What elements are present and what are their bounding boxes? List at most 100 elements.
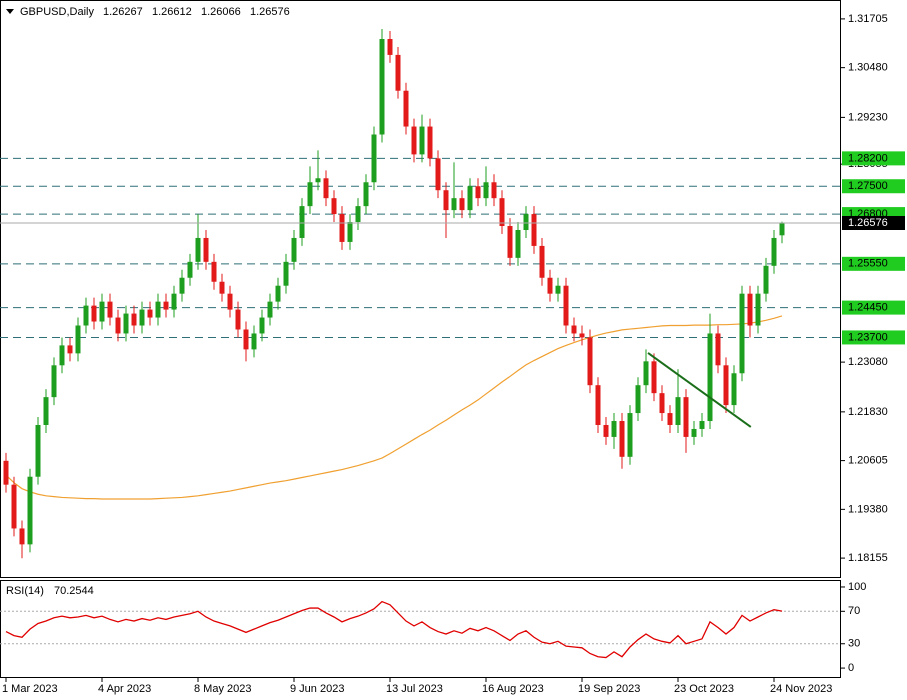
current-price-box: [842, 216, 905, 231]
candle-body: [531, 214, 537, 246]
candle-body: [691, 428, 697, 437]
candle-body: [443, 190, 449, 211]
candle-body: [275, 285, 281, 302]
y-tick-label: 1.18155: [848, 552, 888, 564]
candle-body: [307, 182, 313, 207]
y-tick-label: 0: [848, 662, 854, 674]
candle-body: [83, 305, 89, 326]
candle-body: [347, 222, 353, 242]
level-label-box: [842, 330, 905, 345]
ohlc-close: 1.26576: [250, 6, 290, 18]
candle-body: [115, 317, 121, 334]
y-tick-label: 1.30480: [848, 62, 888, 74]
rsi-panel: [0, 580, 841, 678]
y-tick-label: 1.29230: [848, 111, 888, 123]
candle-body: [675, 397, 681, 425]
x-tick-label: 1 Mar 2023: [2, 683, 58, 695]
candle-body: [635, 385, 641, 414]
x-tick-label: 8 May 2023: [194, 683, 251, 695]
ohlc-high: 1.26612: [152, 6, 192, 18]
menu-arrow[interactable]: [6, 9, 14, 14]
candle-body: [579, 333, 585, 338]
candle-body: [355, 206, 361, 223]
candle-body: [379, 38, 385, 135]
candle-body: [267, 301, 273, 318]
candle-body: [555, 285, 561, 294]
candle-body: [611, 421, 617, 437]
y-tick-label: 70: [848, 605, 860, 617]
x-tick-label: 19 Sep 2023: [578, 683, 640, 695]
rsi-name: RSI(14): [6, 585, 44, 597]
candle-body: [419, 126, 425, 155]
y-tick-label: 1.23080: [848, 356, 888, 368]
candle-body: [539, 245, 545, 278]
candle-body: [283, 261, 289, 286]
candle-body: [451, 198, 457, 211]
candle-body: [251, 333, 257, 350]
candle-body: [763, 265, 769, 294]
candle-body: [51, 365, 57, 398]
symbol: GBPUSD,Daily: [20, 6, 94, 18]
main-panel: [0, 0, 841, 578]
x-tick-label: 9 Jun 2023: [290, 683, 344, 695]
level-label: 1.27500: [848, 180, 888, 192]
level-label: 1.28200: [848, 152, 888, 164]
candle-body: [523, 214, 529, 231]
candle-body: [27, 476, 33, 545]
y-tick-label: 1.31705: [848, 13, 888, 25]
candle-body: [515, 230, 521, 258]
candle-body: [755, 293, 761, 326]
ohlc-low: 1.26066: [201, 6, 241, 18]
level-label: 1.24450: [848, 302, 888, 314]
candle-body: [155, 301, 161, 318]
x-tick-label: 23 Oct 2023: [674, 683, 734, 695]
candle-body: [323, 178, 329, 199]
y-tick-label: 100: [848, 581, 866, 593]
level-label-box: [842, 179, 905, 194]
candle-body: [699, 421, 705, 429]
candle-body: [507, 226, 513, 258]
moving-average: [5, 315, 783, 500]
candle-body: [59, 345, 65, 366]
candle-body: [723, 365, 729, 406]
candle-body: [203, 237, 209, 262]
candle-body: [163, 301, 169, 310]
candle-body: [587, 337, 593, 386]
level-label-box: [842, 256, 905, 271]
candle-body: [315, 178, 321, 183]
candle-body: [491, 182, 497, 199]
x-tick-label: 4 Apr 2023: [98, 683, 151, 695]
ohlc-open: 1.26267: [103, 6, 143, 18]
candle-body: [3, 460, 9, 485]
candle-body: [371, 134, 377, 183]
candle-body: [707, 333, 713, 422]
candle-body: [195, 237, 201, 262]
candle-body: [67, 345, 73, 354]
candle-body: [595, 385, 601, 425]
candle-body: [659, 393, 665, 414]
candle-body: [779, 223, 785, 236]
candle-body: [291, 237, 297, 262]
candle-body: [403, 90, 409, 127]
candle-body: [651, 361, 657, 394]
candle-body: [627, 413, 633, 457]
candle-body: [139, 309, 145, 326]
candle-body: [339, 214, 345, 242]
candle-body: [107, 301, 113, 318]
x-tick-label: 13 Jul 2023: [386, 683, 443, 695]
candle-body: [547, 277, 553, 294]
candle-body: [331, 198, 337, 215]
candle-body: [43, 397, 49, 425]
level-label-box: [842, 300, 905, 315]
candle-body: [667, 413, 673, 425]
candle-body: [147, 309, 153, 318]
candle-body: [467, 186, 473, 211]
candle-body: [235, 309, 241, 330]
candle-body: [395, 54, 401, 91]
candle-body: [563, 285, 569, 326]
trendline: [647, 352, 752, 428]
candle-body: [243, 329, 249, 350]
candle-body: [427, 126, 433, 159]
candle-body: [483, 182, 489, 199]
rsi-value: 70.2544: [54, 585, 94, 597]
